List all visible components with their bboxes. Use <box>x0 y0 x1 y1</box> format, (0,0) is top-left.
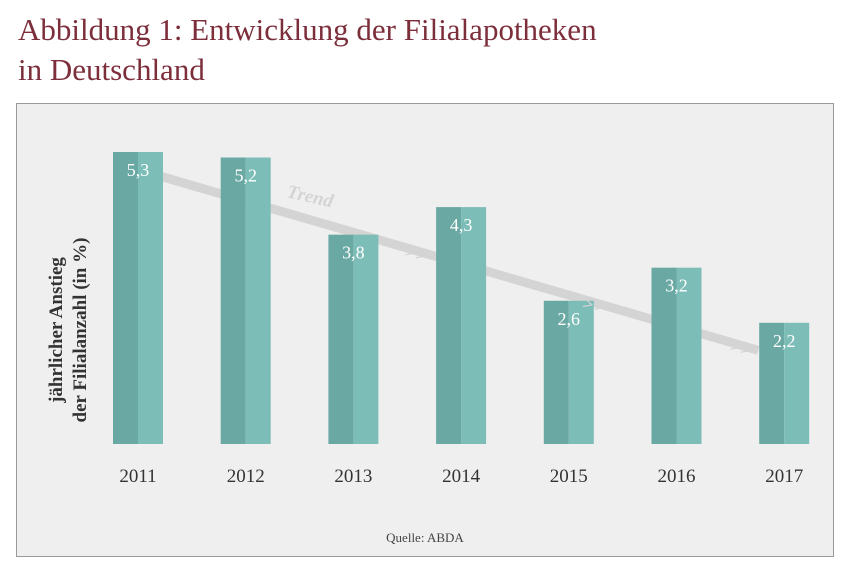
bar <box>113 152 163 444</box>
bar-value-label: 4,3 <box>450 215 473 235</box>
bar-value-label: 2,6 <box>558 309 581 329</box>
x-tick-label: 2014 <box>442 466 481 487</box>
bar-left-face <box>543 300 569 444</box>
bar <box>328 234 379 444</box>
bars-layer <box>113 152 810 444</box>
bar-value-label: 3,2 <box>665 276 688 296</box>
x-tick-label: 2013 <box>334 466 372 487</box>
x-tick-label: 2012 <box>227 466 265 487</box>
bar-right-face <box>568 300 594 444</box>
bar-value-label: 5,3 <box>127 160 150 180</box>
bar <box>543 300 594 444</box>
bar-right-face <box>784 322 810 444</box>
bar <box>220 157 271 444</box>
bar-right-face <box>138 152 163 444</box>
title-line-1: Abbildung 1: Entwicklung der Filialapoth… <box>18 12 597 47</box>
bar-left-face <box>328 234 354 444</box>
trend-arrow-icon: >> <box>402 241 429 267</box>
bar-value-label: 3,8 <box>342 243 365 263</box>
x-tick-label: 2015 <box>550 466 588 487</box>
bar <box>651 267 702 444</box>
bar-right-face <box>461 207 487 444</box>
y-axis-label-line-1: jährlicher Anstieg <box>46 257 67 404</box>
x-tick-label: 2016 <box>658 466 696 487</box>
bar-right-face <box>245 157 271 444</box>
bar-value-label: 5,2 <box>234 166 257 186</box>
bar-left-face <box>220 157 246 444</box>
bar <box>759 322 810 444</box>
x-tick-label: 2017 <box>765 466 803 487</box>
bar-left-face <box>651 267 677 444</box>
bar-left-face <box>759 322 785 444</box>
bar-left-face <box>436 207 462 444</box>
chart-title: Abbildung 1: Entwicklung der Filialapoth… <box>18 10 597 90</box>
trend-label: Trend <box>285 181 336 212</box>
y-axis-label-line-2: der Filialanzahl (in %) <box>70 238 91 423</box>
labels-layer: 5,3 2011 5,2 2012 3,8 2013 4,3 2014 2,6 2015 3,2 20… <box>119 160 803 487</box>
bar-left-face <box>113 152 138 444</box>
x-tick-label: 2011 <box>119 466 156 487</box>
source-note: Quelle: ABDA <box>386 530 464 545</box>
bar-value-label: 2,2 <box>773 331 796 351</box>
bar-right-face <box>353 234 379 444</box>
bar-right-face <box>676 267 702 444</box>
bar <box>436 207 487 444</box>
title-line-2: in Deutschland <box>18 52 205 87</box>
trend-arrow-icon: >> <box>726 336 753 362</box>
